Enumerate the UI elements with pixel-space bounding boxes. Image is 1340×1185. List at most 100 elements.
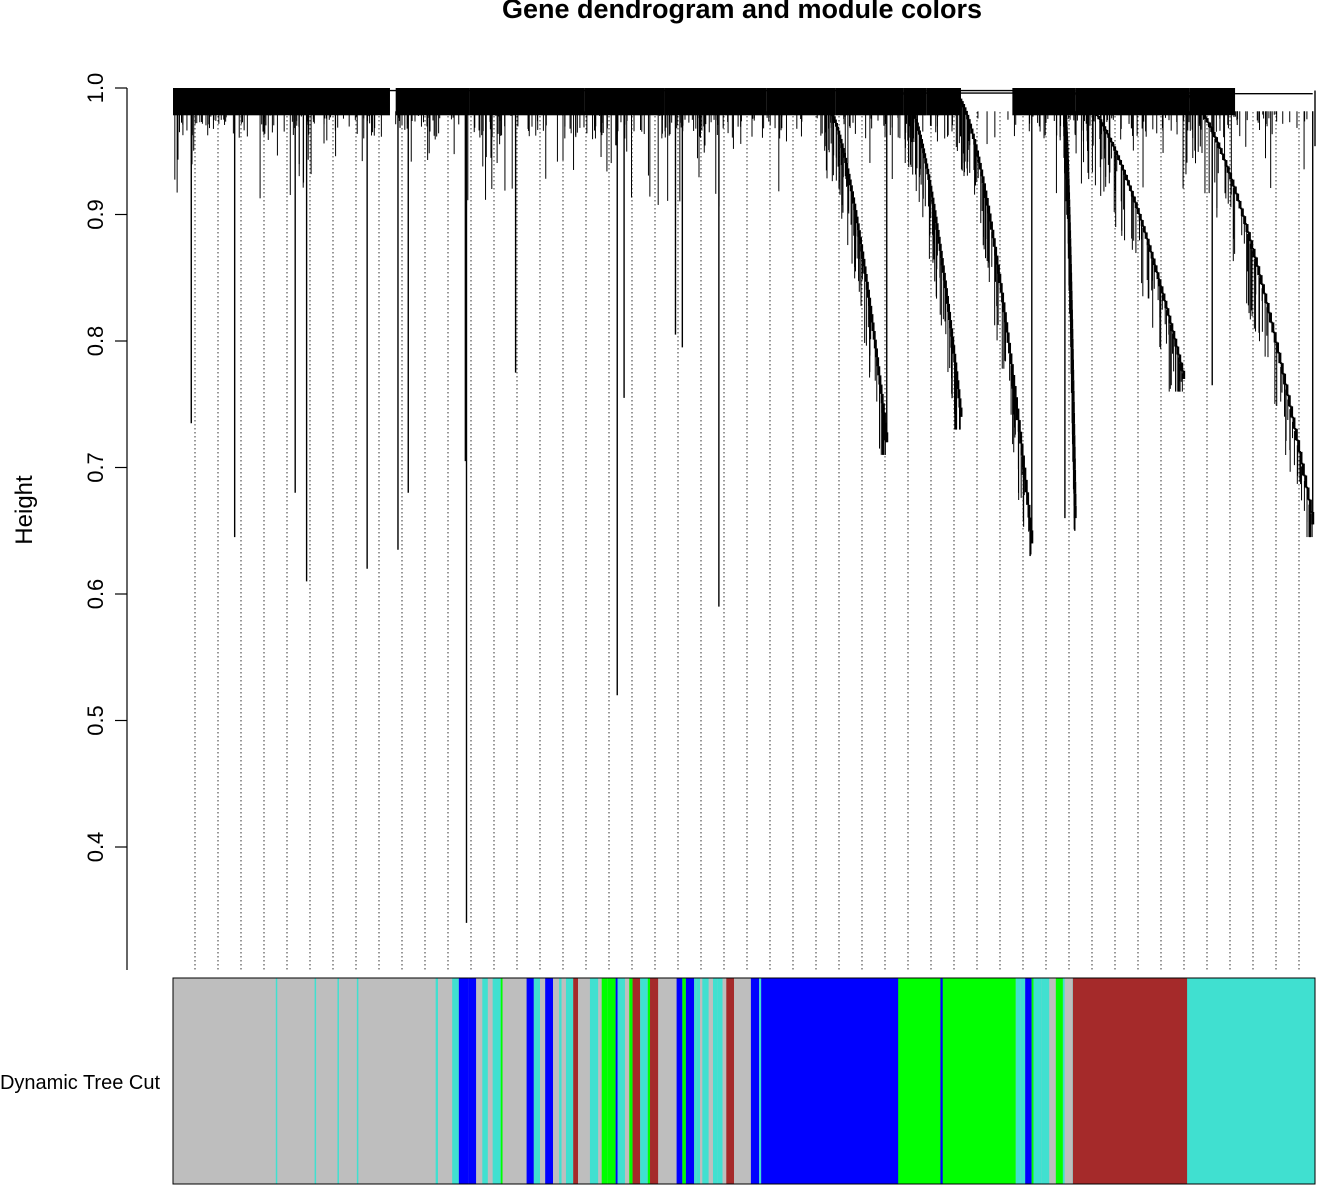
color-stripe bbox=[1028, 978, 1032, 1184]
color-stripe bbox=[589, 978, 599, 1184]
color-stripe bbox=[435, 978, 438, 1184]
color-stripe bbox=[314, 978, 317, 1184]
color-stripe bbox=[565, 978, 574, 1184]
color-stripe bbox=[545, 978, 554, 1184]
color-stripe bbox=[702, 978, 709, 1184]
module-color-bar bbox=[173, 978, 1316, 1184]
color-stripe bbox=[717, 978, 723, 1184]
color-stripe bbox=[555, 978, 560, 1184]
color-stripe bbox=[615, 978, 618, 1184]
color-stripe bbox=[1041, 978, 1050, 1184]
color-stripe bbox=[650, 978, 659, 1184]
color-stripe bbox=[1062, 978, 1065, 1184]
merge-band bbox=[584, 88, 665, 116]
color-segment bbox=[173, 978, 437, 1184]
color-stripe bbox=[446, 978, 453, 1184]
color-stripe bbox=[632, 978, 641, 1184]
color-stripe bbox=[1049, 978, 1056, 1184]
color-stripe bbox=[734, 978, 741, 1184]
guide-lines bbox=[194, 112, 1300, 970]
y-tick-label: 0.4 bbox=[83, 832, 108, 863]
color-stripe bbox=[468, 978, 477, 1184]
color-stripe bbox=[658, 978, 666, 1184]
color-stripe bbox=[647, 978, 651, 1184]
merge-band bbox=[173, 88, 390, 116]
color-stripe bbox=[526, 978, 534, 1184]
color-segment bbox=[942, 978, 1017, 1184]
dendrogram-tree bbox=[173, 88, 1316, 923]
color-stripe bbox=[502, 978, 508, 1184]
y-tick-label: 0.5 bbox=[83, 705, 108, 736]
color-stripe bbox=[337, 978, 339, 1184]
color-stripe bbox=[759, 978, 762, 1184]
color-stripe bbox=[507, 978, 513, 1184]
color-stripe bbox=[482, 978, 488, 1184]
color-stripe bbox=[437, 978, 447, 1184]
color-stripe bbox=[533, 978, 540, 1184]
color-stripe bbox=[1033, 978, 1042, 1184]
merge-band bbox=[766, 88, 836, 116]
y-tick-label: 0.6 bbox=[83, 579, 108, 610]
color-stripe bbox=[601, 978, 608, 1184]
color-segment bbox=[940, 978, 944, 1184]
color-stripe bbox=[696, 978, 701, 1184]
color-stripe bbox=[640, 978, 648, 1184]
color-stripe bbox=[520, 978, 527, 1184]
color-stripe bbox=[1031, 978, 1034, 1184]
color-stripe bbox=[750, 978, 760, 1184]
y-tick-label: 0.8 bbox=[83, 326, 108, 357]
color-stripe bbox=[708, 978, 713, 1184]
color-stripe bbox=[712, 978, 718, 1184]
color-stripe bbox=[487, 978, 493, 1184]
color-stripe bbox=[685, 978, 695, 1184]
merge-band bbox=[835, 88, 904, 116]
color-stripe bbox=[578, 978, 586, 1184]
color-stripe bbox=[694, 978, 697, 1184]
color-stripe bbox=[1020, 978, 1026, 1184]
color-stripe bbox=[665, 978, 672, 1184]
color-bar-label: Dynamic Tree Cut bbox=[0, 1072, 160, 1094]
color-stripe bbox=[492, 978, 501, 1184]
color-stripe bbox=[617, 978, 625, 1184]
color-stripe bbox=[275, 978, 278, 1184]
color-stripe bbox=[466, 978, 469, 1184]
color-stripe bbox=[700, 978, 703, 1184]
color-stripe bbox=[561, 978, 566, 1184]
color-stripe bbox=[740, 978, 745, 1184]
color-stripe bbox=[553, 978, 556, 1184]
color-stripe bbox=[722, 978, 727, 1184]
merge-band bbox=[395, 88, 470, 116]
color-stripe bbox=[458, 978, 467, 1184]
y-axis-label: Height bbox=[11, 475, 38, 545]
color-stripe bbox=[671, 978, 677, 1184]
y-tick-label: 0.9 bbox=[83, 199, 108, 230]
color-stripe bbox=[726, 978, 735, 1184]
y-tick-label: 0.7 bbox=[83, 452, 108, 483]
chart-title: Gene dendrogram and module colors bbox=[502, 0, 982, 24]
y-axis: 1.0 0.9 0.8 0.7 0.6 0.5 0.4 Height bbox=[11, 73, 128, 970]
merge-band bbox=[469, 88, 585, 116]
color-stripe bbox=[1025, 978, 1029, 1184]
color-stripe bbox=[1055, 978, 1063, 1184]
color-stripe bbox=[682, 978, 686, 1184]
y-tick-label: 1.0 bbox=[83, 73, 108, 104]
color-stripe bbox=[607, 978, 616, 1184]
y-ticks: 1.0 0.9 0.8 0.7 0.6 0.5 0.4 bbox=[83, 73, 127, 863]
color-stripe bbox=[744, 978, 751, 1184]
color-stripe bbox=[500, 978, 503, 1184]
color-segment bbox=[761, 978, 899, 1184]
color-stripe bbox=[1064, 978, 1073, 1184]
color-stripe bbox=[629, 978, 633, 1184]
color-segment bbox=[1072, 978, 1188, 1184]
color-stripe bbox=[676, 978, 683, 1184]
color-segment bbox=[898, 978, 941, 1184]
color-stripe bbox=[476, 978, 483, 1184]
color-stripe bbox=[452, 978, 459, 1184]
color-stripe bbox=[624, 978, 630, 1184]
color-stripe bbox=[512, 978, 521, 1184]
color-stripe bbox=[356, 978, 359, 1184]
color-stripe bbox=[1015, 978, 1021, 1184]
color-bar-frame bbox=[172, 977, 1316, 1185]
color-stripe bbox=[585, 978, 590, 1184]
